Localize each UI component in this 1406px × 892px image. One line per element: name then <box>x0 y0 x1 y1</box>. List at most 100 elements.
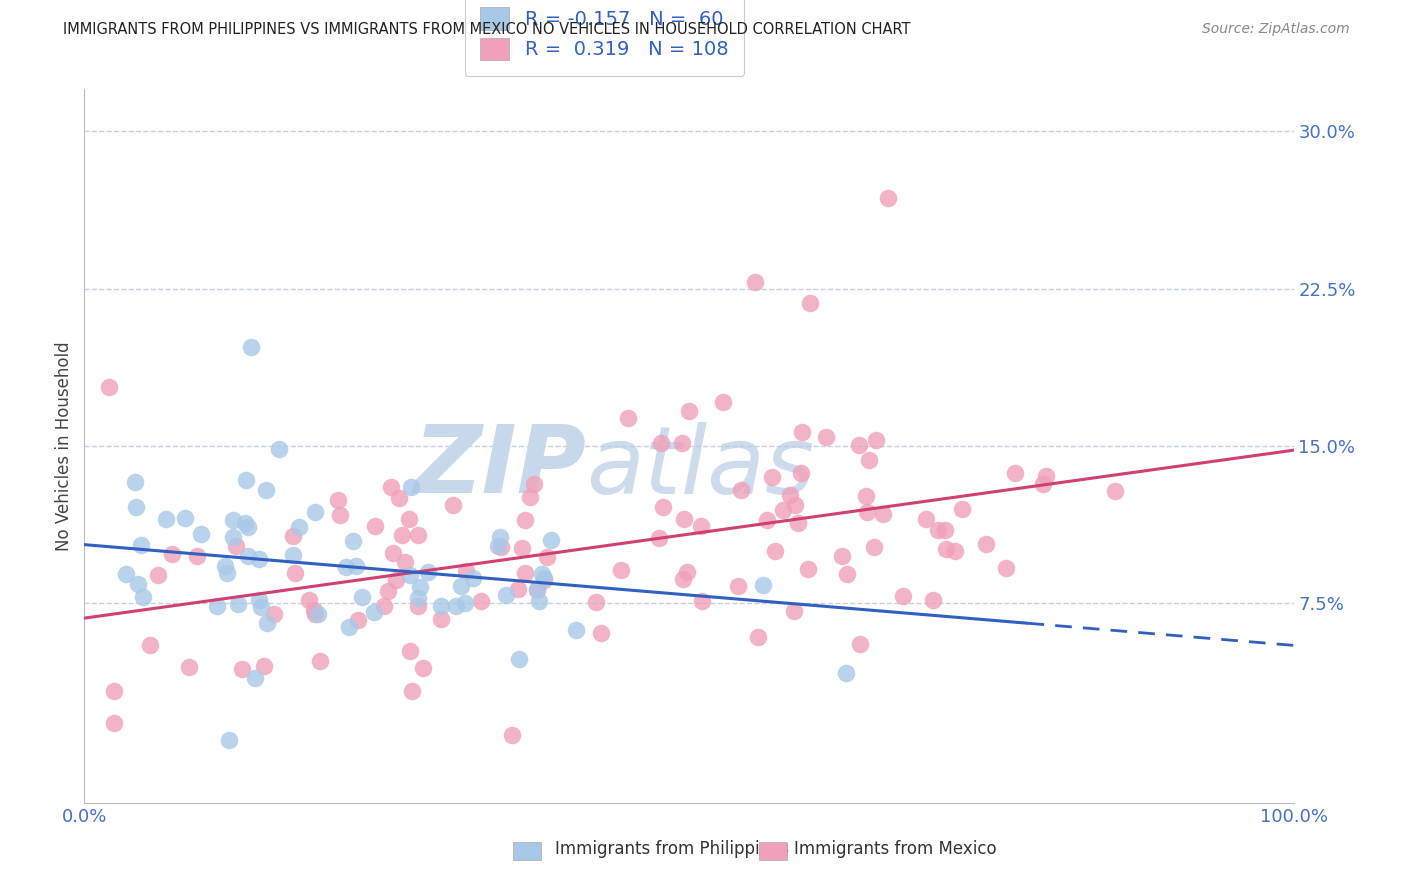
Point <box>125 500 148 514</box>
Point <box>540 533 562 547</box>
Point <box>103 716 125 731</box>
Point <box>247 593 270 607</box>
Text: IMMIGRANTS FROM PHILIPPINES VS IMMIGRANTS FROM MEXICO NO VEHICLES IN HOUSEHOLD C: IMMIGRANTS FROM PHILIPPINES VS IMMIGRANT… <box>63 22 911 37</box>
Point <box>779 488 801 502</box>
Text: ZIP: ZIP <box>413 421 586 514</box>
Point <box>207 599 229 613</box>
Point <box>337 619 360 633</box>
Point <box>344 559 367 574</box>
Point <box>790 466 813 480</box>
Point <box>872 507 894 521</box>
Point <box>304 607 326 621</box>
Point <box>1104 483 1126 498</box>
Point <box>519 490 541 504</box>
Point <box>412 661 434 675</box>
Point <box>240 340 263 354</box>
Point <box>304 603 326 617</box>
Point <box>527 594 550 608</box>
Y-axis label: No Vehicles in Household: No Vehicles in Household <box>55 341 73 551</box>
Point <box>744 275 766 289</box>
Point <box>463 571 485 585</box>
Point <box>865 433 887 447</box>
Point <box>652 500 675 514</box>
Point <box>190 527 212 541</box>
Point <box>287 519 309 533</box>
Point <box>862 541 884 555</box>
Point <box>1035 468 1057 483</box>
Point <box>797 562 820 576</box>
Point <box>342 534 364 549</box>
Point <box>308 654 330 668</box>
Point <box>329 508 352 523</box>
Point <box>790 425 813 439</box>
Point <box>391 528 413 542</box>
Point <box>510 541 533 555</box>
Point <box>508 652 530 666</box>
Point <box>454 596 477 610</box>
Point <box>943 544 966 558</box>
Point <box>399 644 422 658</box>
Point <box>501 728 523 742</box>
Point <box>617 410 640 425</box>
Point <box>124 475 146 490</box>
Point <box>384 573 406 587</box>
Point <box>495 588 517 602</box>
Legend: R = -0.157   N =  60, R =  0.319   N = 108: R = -0.157 N = 60, R = 0.319 N = 108 <box>464 0 744 76</box>
Point <box>891 589 914 603</box>
Point <box>515 566 537 580</box>
Point <box>848 438 870 452</box>
Point <box>155 512 177 526</box>
Point <box>429 599 451 613</box>
Point <box>752 578 775 592</box>
Point <box>533 571 555 585</box>
Point <box>533 573 555 587</box>
Point <box>363 519 385 533</box>
Point <box>254 483 277 497</box>
Point <box>915 511 938 525</box>
Point <box>650 436 672 450</box>
Point <box>934 523 956 537</box>
Point <box>1004 466 1026 480</box>
Point <box>536 549 558 564</box>
Point <box>831 549 853 563</box>
Point <box>855 489 877 503</box>
Point <box>129 538 152 552</box>
Point <box>238 549 260 563</box>
Point <box>347 613 370 627</box>
Text: Immigrants from Philippines: Immigrants from Philippines <box>555 840 790 858</box>
Point <box>307 607 329 621</box>
Point <box>470 594 492 608</box>
Point <box>304 505 326 519</box>
Point <box>127 576 149 591</box>
Point <box>380 480 402 494</box>
Point <box>388 491 411 506</box>
Point <box>215 566 238 581</box>
Point <box>976 537 998 551</box>
Point <box>398 567 420 582</box>
Point <box>263 607 285 621</box>
Point <box>730 483 752 497</box>
Point <box>335 560 357 574</box>
Point <box>132 590 155 604</box>
Point <box>711 395 734 409</box>
Point <box>756 513 779 527</box>
Point <box>799 296 821 310</box>
Point <box>526 582 548 597</box>
Point <box>763 544 786 558</box>
Point <box>218 732 240 747</box>
Point <box>222 513 245 527</box>
Point <box>97 380 120 394</box>
Point <box>486 539 509 553</box>
Point <box>253 659 276 673</box>
Point <box>177 660 200 674</box>
Point <box>399 480 422 494</box>
Point <box>526 583 548 598</box>
Point <box>950 502 973 516</box>
Point <box>373 599 395 613</box>
Point <box>222 530 245 544</box>
Point <box>786 516 808 531</box>
Point <box>148 568 170 582</box>
Point <box>610 563 633 577</box>
Point <box>186 549 208 564</box>
Point <box>430 611 453 625</box>
